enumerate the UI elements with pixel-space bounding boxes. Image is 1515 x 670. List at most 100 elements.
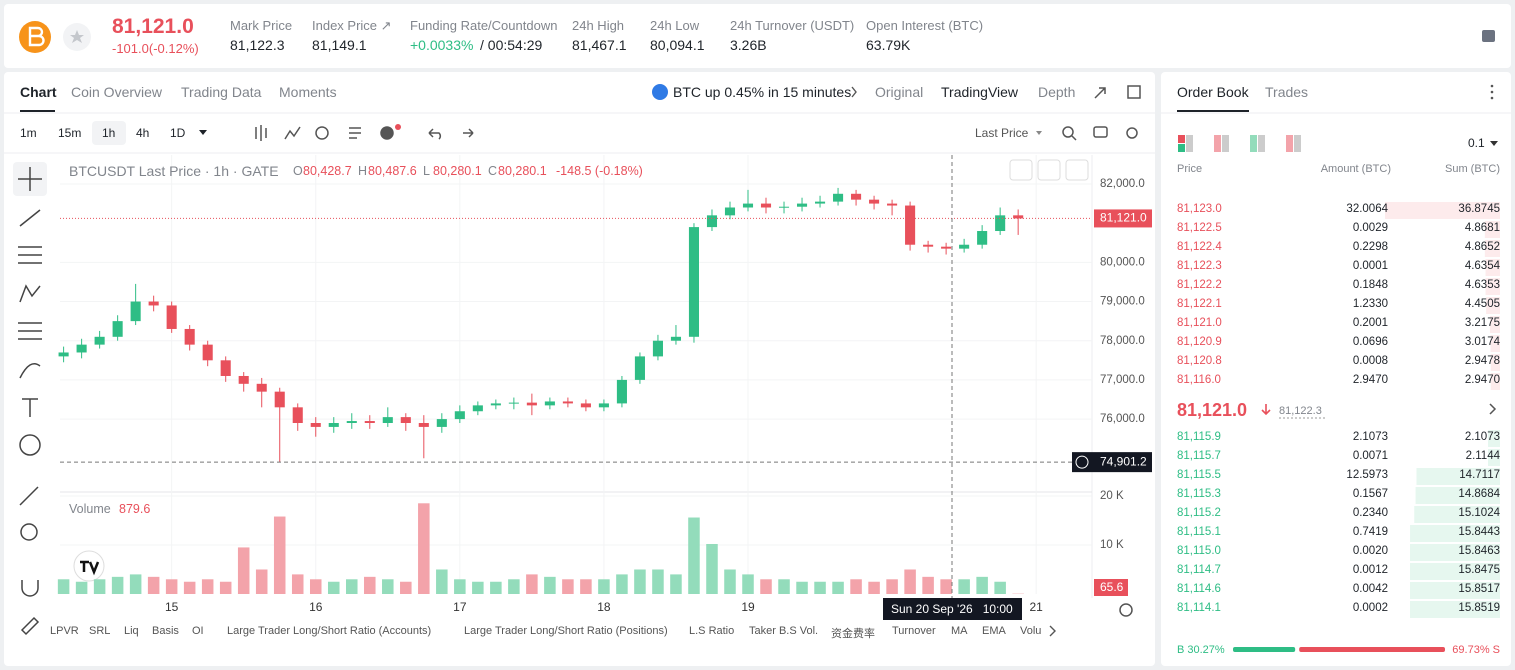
ob-tab[interactable]: Order Book [1177,84,1249,100]
volume-bar [346,579,358,594]
chart-tab[interactable]: Coin Overview [71,84,163,100]
volume-bar [490,581,502,594]
view-tab[interactable]: Original [875,84,924,100]
ob-amount: 0.2001 [1352,317,1388,329]
view-tab[interactable]: TradingView [941,84,1019,100]
volume-bar [201,579,214,594]
candle-body [778,206,790,208]
time-label: Sun 20 Sep '26 10:00 [891,602,1013,616]
candle-body [490,403,501,406]
volume-bar [760,579,772,594]
ob-price: 81,116.0 [1177,374,1221,386]
book-icon[interactable] [1482,30,1495,42]
ob-price: 81,120.9 [1177,336,1222,348]
indicator-tab[interactable]: OI [192,625,204,637]
view-tab[interactable]: Depth [1038,84,1076,100]
volume-bar [454,579,466,594]
volume-last-box [1094,579,1128,596]
candle-body [310,423,321,427]
ob-price: 81,122.4 [1177,241,1222,253]
candle-body [166,305,177,329]
indicator-tab[interactable]: SRL [89,625,111,637]
buy-ratio: B 30.27% [1177,644,1225,656]
candle-body [292,407,303,423]
depth-bar [1486,297,1500,314]
chart-button[interactable] [1037,159,1061,181]
chart-button[interactable] [1009,159,1033,181]
interval[interactable]: 1m [20,126,37,140]
dropdown-caret[interactable] [1036,131,1042,135]
candle-body [977,231,988,245]
indicator-tab[interactable]: Basis [152,625,179,637]
window-icon[interactable] [1127,85,1141,99]
ob-amount: 0.0029 [1352,222,1388,234]
interval[interactable]: 1D [170,126,186,140]
interval[interactable]: 15m [58,126,82,140]
candle-body [526,402,537,406]
ob-header: Amount (BTC) [1320,163,1391,175]
ob-amount: 2.9470 [1352,374,1388,386]
volume-bar [165,579,178,594]
chart-tab[interactable]: Chart [20,84,57,100]
depth-bar [1485,259,1500,276]
crosshair-label: 74,901.2 [1100,454,1147,468]
depth-bar [1410,582,1500,599]
ob-amount: 0.0696 [1352,336,1388,348]
ohlc-value: 80,487.6 [368,164,417,178]
indicator-tab[interactable]: MA [951,625,968,637]
volume-bar [436,569,448,594]
time-box [883,598,1022,620]
candle-body [346,421,357,423]
dropdown-caret[interactable] [199,130,207,135]
interval[interactable]: 1h [102,126,116,140]
banner[interactable]: BTC up 0.45% in 15 minutes [673,84,852,100]
indicator-tab[interactable]: Liq [124,625,139,637]
volume-bar [327,581,340,594]
ob-step[interactable]: 0.1 [1468,136,1485,150]
volume-bar [976,576,988,594]
interval[interactable]: 4h [136,126,150,140]
fullscreen-icon[interactable] [1094,87,1106,99]
depth-bar [1484,221,1500,238]
dropdown-caret[interactable] [1490,141,1498,146]
volume-bar [598,579,610,594]
volume-bar [183,581,196,594]
candle-body [382,417,393,423]
settings-icon[interactable] [1119,603,1133,617]
chevron[interactable] [1049,625,1056,637]
candle-body [328,423,339,427]
indicator-tab[interactable]: Taker B.S Vol. [749,625,819,637]
volume-bar [255,569,268,594]
candle-body [76,344,87,353]
volume-bar [93,579,106,594]
candle-body [112,321,123,337]
price-type[interactable]: Last Price [975,126,1029,140]
candle-body [833,193,844,202]
volume-bar [634,569,646,594]
chevron[interactable] [1489,403,1497,415]
indicator-tab[interactable]: Large Trader Long/Short Ratio (Positions… [464,625,668,637]
volume-bar [309,579,322,594]
chart-button[interactable] [1065,159,1089,181]
volume-legend-value: 879.6 [119,502,151,516]
ob-amount: 0.7419 [1352,526,1388,538]
indicator-tab[interactable]: L.S Ratio [689,625,735,637]
indicator-tab[interactable]: Turnover [892,625,936,637]
candle-body [544,401,555,406]
candle-body [472,405,483,412]
indicator-tab[interactable]: Volu [1020,625,1042,637]
indicator-tab[interactable]: Large Trader Long/Short Ratio (Accounts) [227,625,432,637]
ob-amount: 0.0042 [1352,583,1388,595]
y-tick-label: 10 K [1100,539,1124,551]
candle-body [220,360,231,376]
ob-sum: 36.8745 [1458,203,1500,215]
chart-tab[interactable]: Trading Data [181,84,262,100]
ob-tab[interactable]: Trades [1265,84,1309,100]
ob-amount: 0.0012 [1352,564,1388,576]
indicator-tab[interactable]: LPVR [50,625,79,637]
chart-tab[interactable]: Moments [279,84,337,100]
indicator-tab[interactable]: 资金费率 [831,628,875,640]
indicator-tab[interactable]: EMA [982,625,1006,637]
crosshair-plus [1075,455,1089,469]
